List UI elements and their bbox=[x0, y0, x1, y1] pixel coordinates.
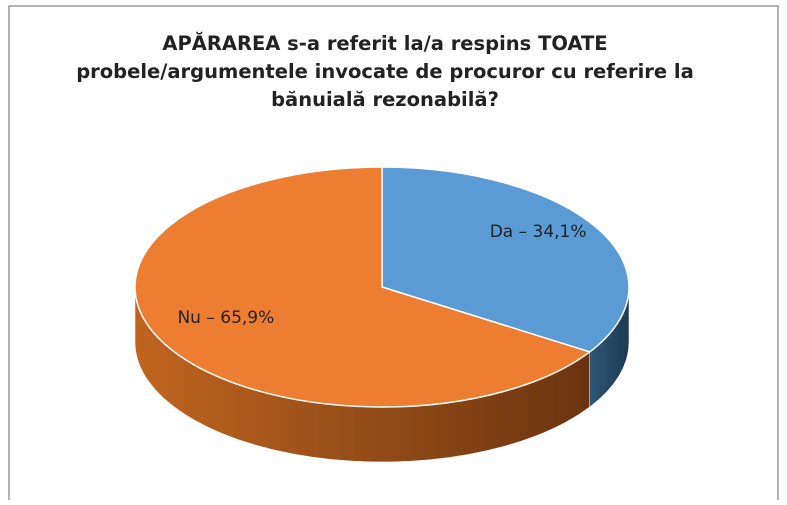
data-label: Nu – 65,9% bbox=[177, 308, 274, 328]
data-label: Da – 34,1% bbox=[490, 222, 587, 242]
frame bbox=[8, 5, 779, 500]
slice bbox=[134, 166, 592, 408]
chart-title: APĂRAREA s-a referit la/a respins TOATE … bbox=[76, 32, 694, 111]
